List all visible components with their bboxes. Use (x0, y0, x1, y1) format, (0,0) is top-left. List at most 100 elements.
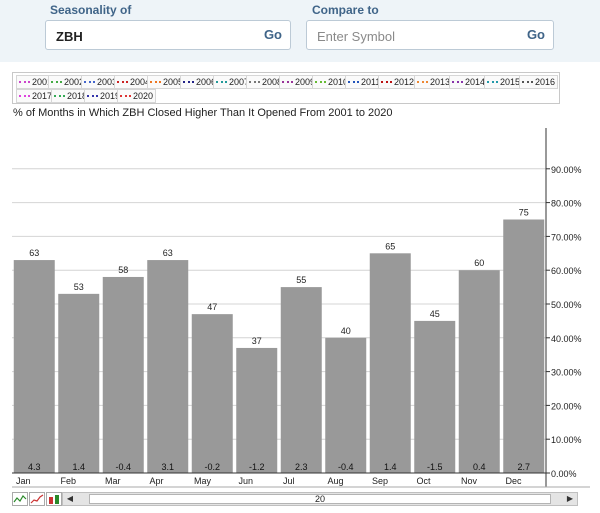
y-tick-label: 60.00% (551, 266, 582, 276)
y-tick-label: 40.00% (551, 334, 582, 344)
bar-value-label: 40 (341, 326, 351, 336)
legend-item-2016[interactable]: 2016 (519, 75, 559, 89)
x-tick-label: Sep (372, 476, 388, 486)
compare-input-box[interactable]: Go (306, 20, 554, 50)
bar-value-label: 53 (74, 282, 84, 292)
legend-item-2014[interactable]: 2014 (449, 75, 489, 89)
scroll-thumb[interactable]: 20 (89, 494, 551, 504)
legend-label: 2010 (328, 77, 349, 87)
legend-swatch-icon (19, 81, 30, 83)
legend-label: 2008 (262, 77, 283, 87)
legend-label: 2001 (32, 77, 53, 87)
x-tick-label: Jan (16, 476, 31, 486)
x-tick-label: Apr (150, 476, 164, 486)
legend-label: 2017 (32, 91, 53, 101)
legend-label: 2007 (229, 77, 250, 87)
bar-nov (458, 270, 500, 473)
legend-item-2018[interactable]: 2018 (51, 89, 91, 103)
legend-item-2009[interactable]: 2009 (279, 75, 319, 89)
compare-go-button[interactable]: Go (526, 27, 545, 42)
legend-item-2008[interactable]: 2008 (246, 75, 286, 89)
bar-value-label: 45 (430, 309, 440, 319)
bar-value-label: 58 (118, 265, 128, 275)
bar-value-label: 47 (207, 302, 217, 312)
legend-item-2005[interactable]: 2005 (147, 75, 187, 89)
legend-label: 2003 (97, 77, 118, 87)
legend-item-2019[interactable]: 2019 (84, 89, 124, 103)
legend-label: 2012 (394, 77, 415, 87)
bottom-controls: ◀ 20 ▶ (0, 488, 600, 513)
legend-swatch-icon (51, 81, 62, 83)
bar-value-label: 65 (385, 241, 395, 251)
trend-chart-icon[interactable] (29, 492, 45, 506)
avg-change-label: -0.2 (204, 462, 220, 472)
bar-value-label: 75 (519, 208, 529, 218)
legend-item-2017[interactable]: 2017 (16, 89, 56, 103)
legend-item-2020[interactable]: 2020 (117, 89, 157, 103)
legend-item-2002[interactable]: 2002 (48, 75, 88, 89)
bar-chart-icon[interactable] (46, 492, 62, 506)
legend-label: 2013 (430, 77, 451, 87)
legend-label: 2006 (196, 77, 217, 87)
x-tick-label: Oct (417, 476, 432, 486)
compare-input[interactable] (315, 25, 519, 47)
legend-item-2015[interactable]: 2015 (484, 75, 524, 89)
avg-change-label: 2.7 (517, 462, 530, 472)
avg-change-label: -0.4 (338, 462, 354, 472)
avg-change-label: 4.3 (28, 462, 41, 472)
legend-label: 2005 (163, 77, 184, 87)
bar-mar (102, 276, 144, 473)
bar-may (191, 314, 233, 473)
seasonality-input[interactable] (54, 25, 258, 47)
bar-value-label: 63 (29, 248, 39, 258)
legend-swatch-icon (117, 81, 128, 83)
legend-item-2012[interactable]: 2012 (378, 75, 418, 89)
legend-item-2004[interactable]: 2004 (114, 75, 154, 89)
legend-swatch-icon (87, 95, 98, 97)
line-chart-icon[interactable] (12, 492, 28, 506)
avg-change-label: -1.2 (249, 462, 265, 472)
avg-change-label: 1.4 (72, 462, 85, 472)
y-tick-label: 90.00% (551, 165, 582, 175)
legend-swatch-icon (120, 95, 131, 97)
bar-dec (503, 219, 545, 473)
scroll-left-arrow-icon[interactable]: ◀ (66, 494, 74, 503)
y-tick-label: 10.00% (551, 435, 582, 445)
seasonality-input-box[interactable]: Go (45, 20, 291, 50)
scroll-right-arrow-icon[interactable]: ▶ (566, 494, 574, 503)
y-tick-label: 20.00% (551, 401, 582, 411)
x-tick-label: Dec (506, 476, 523, 486)
seasonality-go-button[interactable]: Go (263, 27, 282, 42)
bar-oct (414, 320, 456, 473)
legend-swatch-icon (84, 81, 95, 83)
legend-item-2003[interactable]: 2003 (81, 75, 121, 89)
legend-label: 2011 (361, 77, 381, 87)
legend-swatch-icon (381, 81, 392, 83)
legend-label: 2015 (500, 77, 521, 87)
bar-value-label: 60 (474, 258, 484, 268)
legend-label: 2018 (67, 91, 88, 101)
y-tick-label: 30.00% (551, 368, 582, 378)
chart-title: % of Months in Which ZBH Closed Higher T… (13, 107, 393, 119)
x-tick-label: Jun (239, 476, 254, 486)
x-tick-label: Jul (283, 476, 295, 486)
bar-apr (147, 260, 189, 473)
seasonality-label: Seasonality of (50, 3, 132, 17)
bar-jul (280, 287, 322, 473)
y-tick-label: 0.00% (551, 469, 577, 479)
year-legend: 2001 2002 2003 2004 2005 2006 2007 2008 2009 2010… (12, 72, 560, 104)
legend-label: 2020 (133, 91, 154, 101)
range-scrollbar[interactable]: ◀ 20 ▶ (62, 492, 578, 506)
bar-value-label: 55 (296, 275, 306, 285)
legend-label: 2009 (295, 77, 316, 87)
bar-aug (325, 337, 367, 473)
legend-swatch-icon (417, 81, 428, 83)
avg-change-label: 1.4 (384, 462, 397, 472)
legend-item-2013[interactable]: 2013 (414, 75, 454, 89)
avg-change-label: -0.4 (115, 462, 131, 472)
x-tick-label: Aug (328, 476, 344, 486)
legend-swatch-icon (54, 95, 65, 97)
legend-swatch-icon (183, 81, 194, 83)
legend-item-2010[interactable]: 2010 (312, 75, 352, 89)
legend-item-2006[interactable]: 2006 (180, 75, 220, 89)
